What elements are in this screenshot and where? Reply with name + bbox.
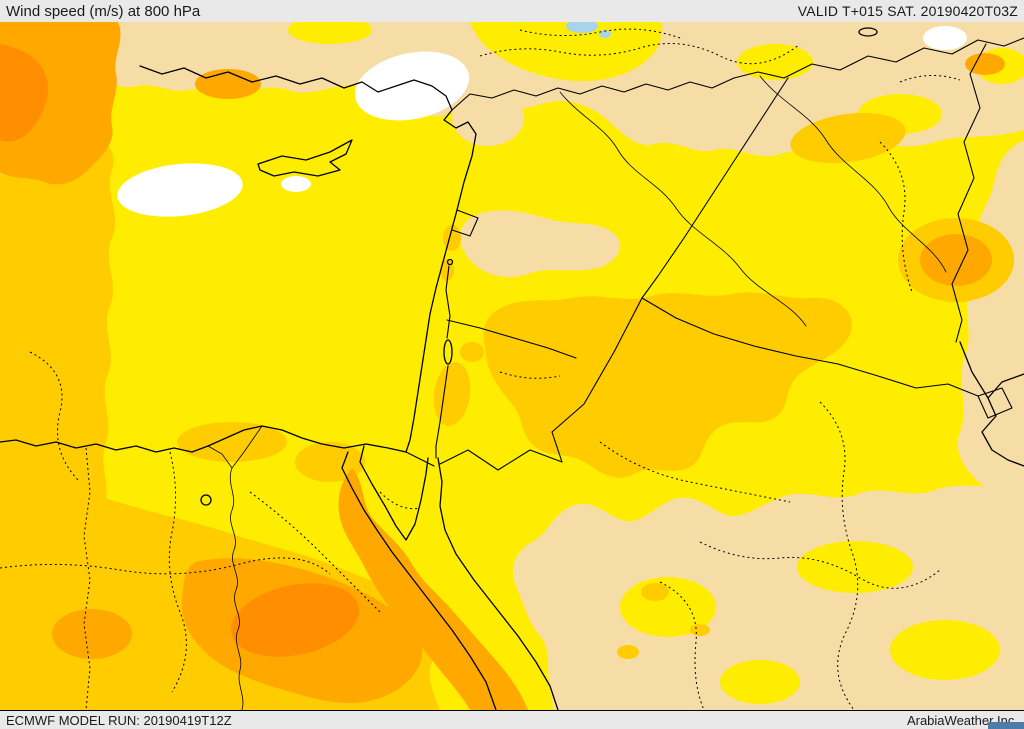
contour-deep-orange-egypt [231, 583, 359, 657]
contour-orange-ne-small [965, 53, 1005, 75]
sea-of-galilee-outline [446, 258, 454, 266]
sinai-coast [359, 445, 429, 541]
contour-orange-top-small [195, 69, 261, 99]
contour-gold-small-1 [460, 342, 484, 362]
lebanon-border [451, 209, 479, 237]
contour-orange-left-small [52, 609, 132, 659]
shatt-al-arab [959, 341, 989, 399]
dead-sea-outline [443, 339, 453, 365]
dotted-line-3 [899, 75, 961, 83]
contour-orange-rightmid [920, 234, 992, 286]
wind-contour-fills [0, 22, 1024, 710]
syria-iraq-border [641, 77, 789, 299]
dotted-line-13 [659, 581, 705, 710]
contour-white-min-3 [281, 176, 311, 192]
contour-white-min-2 [117, 163, 243, 217]
footer-bar: ECMWF MODEL RUN: 20190419T12Z ArabiaWeat… [0, 710, 1024, 729]
contour-gold-delta [177, 422, 287, 462]
contour-pale-coast-blob [452, 90, 524, 146]
tigris-river [759, 75, 947, 273]
lake-patch-2 [599, 30, 611, 38]
contour-gold-center-blob [483, 292, 852, 478]
admin-boundaries-dotted [0, 28, 961, 710]
kuwait-border [977, 387, 1013, 419]
contour-yellow-top-patch [288, 22, 372, 44]
nile-river [229, 467, 244, 710]
lake-van-outline [858, 27, 878, 37]
wadi-araba-border [435, 365, 449, 459]
dotted-line-14 [379, 491, 421, 510]
map-title: Wind speed (m/s) at 800 hPa [6, 2, 201, 20]
contour-gold-dot-3 [690, 624, 710, 636]
egypt-israel-border [405, 451, 435, 467]
contour-yellow-island-3 [890, 620, 1000, 680]
contour-yellow-top-tongue [470, 22, 663, 82]
contour-yellow-island-4 [720, 660, 800, 704]
contour-orange-redsea-band [338, 468, 528, 710]
contour-gold-dot-2 [617, 645, 639, 659]
contour-white-min-4 [923, 26, 967, 50]
jordan-saudi-border [439, 297, 643, 471]
dotted-line-4 [83, 447, 91, 710]
dotted-line-12 [879, 141, 913, 293]
dotted-line-2 [519, 28, 681, 39]
iraq-saudi-border [641, 297, 979, 397]
contour-gold-jordan-valley [433, 362, 471, 426]
syria-jordan-border [446, 319, 577, 359]
nile-delta-branches [207, 425, 263, 469]
contour-gold-dot-1 [641, 583, 669, 601]
header-bar: Wind speed (m/s) at 800 hPa VALID T+015 … [0, 0, 1024, 22]
dotted-line-7 [249, 491, 381, 613]
redsea-east-coast [437, 457, 559, 710]
iran-iraq-border [951, 43, 987, 343]
turkey-border [451, 37, 1024, 111]
cyprus-outline [257, 139, 353, 177]
dotted-line-5 [168, 451, 187, 693]
euphrates-river [559, 91, 807, 327]
dotted-line-15 [29, 351, 81, 483]
jordan-river-border [445, 265, 451, 339]
redsea-west-coast [341, 451, 497, 710]
mediterranean-coastline [0, 65, 477, 453]
dotted-line-6 [0, 557, 331, 575]
lake-patch-1 [566, 22, 598, 33]
valid-time-label: VALID T+015 SAT. 20190420T03Z [797, 3, 1018, 19]
dotted-line-8 [599, 441, 791, 503]
dotted-line-1 [479, 43, 801, 65]
coastlines [0, 27, 1024, 710]
contour-pale-syria-blob [459, 210, 620, 278]
persian-gulf-coast [981, 373, 1024, 467]
contour-white-min-1 [354, 51, 470, 121]
contour-yellow-island-2 [797, 541, 913, 593]
contour-yellow-ne-patch-1 [737, 44, 813, 80]
wind-speed-map [0, 22, 1024, 710]
contour-gold-topright [790, 112, 906, 164]
model-run-label: ECMWF MODEL RUN: 20190419T12Z [6, 712, 232, 728]
country-borders [405, 37, 1024, 471]
rivers [207, 75, 947, 710]
footer-accent-bar [988, 722, 1024, 729]
dotted-line-11 [499, 371, 561, 379]
weather-map-canvas [0, 22, 1024, 710]
contour-deep-orange-topleft [0, 44, 49, 142]
lake-faiyum-outline [200, 494, 212, 506]
